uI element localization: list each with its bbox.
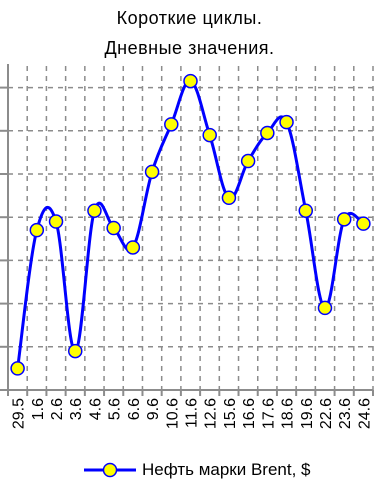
data-point	[10, 361, 25, 376]
data-point	[48, 214, 64, 229]
x-tick-label: 17.6	[260, 398, 277, 429]
data-point	[144, 164, 160, 180]
x-tick-label: 11.6	[184, 398, 201, 428]
chart-subtitle: Дневные значения.	[104, 38, 275, 58]
data-point	[202, 127, 217, 143]
data-point	[164, 117, 179, 132]
data-point	[260, 125, 275, 141]
x-tick-label: 22.6	[318, 398, 335, 429]
x-tick-label: 15.6	[222, 398, 239, 429]
legend-marker	[84, 462, 136, 478]
data-point	[221, 190, 237, 206]
x-tick-label: 23.6	[337, 398, 354, 429]
series-line-brent	[16, 79, 365, 370]
chart-title: Короткие циклы.	[116, 8, 263, 28]
data-point	[240, 153, 256, 169]
data-point	[183, 73, 198, 89]
data-point	[356, 216, 371, 231]
legend: Нефть марки Brent, $	[82, 458, 311, 482]
x-tick-label: 9.6	[145, 398, 162, 420]
x-tick-label: 1.6	[30, 398, 47, 420]
x-tick-label: 2.6	[49, 398, 66, 420]
data-point	[67, 343, 83, 359]
data-point	[125, 240, 141, 255]
data-point	[106, 220, 121, 236]
x-tick-label: 18.6	[280, 398, 297, 429]
x-tick-labels: 29.5 1.6 2.6 3.6 4.6 5.6 6.6 9.6 10.6 11.6 12.6 15.…	[11, 398, 374, 429]
data-point	[317, 300, 333, 316]
x-tick-label: 10.6	[164, 398, 181, 429]
line-chart: 29.5 1.6 2.6 3.6 4.6 5.6 6.6 9.6 10.6 11.6 12.6 15.…	[0, 64, 374, 429]
data-point	[336, 212, 352, 227]
x-tick-label: 19.6	[299, 398, 316, 429]
x-tick-label: 4.6	[87, 398, 104, 420]
legend-label: Нефть марки Brent, $	[142, 460, 311, 479]
gridlines	[7, 66, 374, 390]
x-tick-label: 6.6	[126, 398, 143, 420]
x-tick-label: 24.6	[356, 398, 373, 429]
axes	[0, 64, 374, 396]
data-point	[298, 203, 314, 218]
data-point	[279, 114, 294, 130]
data-point	[87, 203, 102, 218]
x-tick-label: 29.5	[11, 398, 28, 429]
data-points	[10, 73, 371, 376]
data-point	[29, 222, 45, 238]
x-tick-label: 16.6	[241, 398, 258, 429]
x-tick-label: 3.6	[68, 398, 85, 420]
x-tick-label: 5.6	[107, 398, 124, 420]
x-tick-label: 12.6	[203, 398, 220, 429]
